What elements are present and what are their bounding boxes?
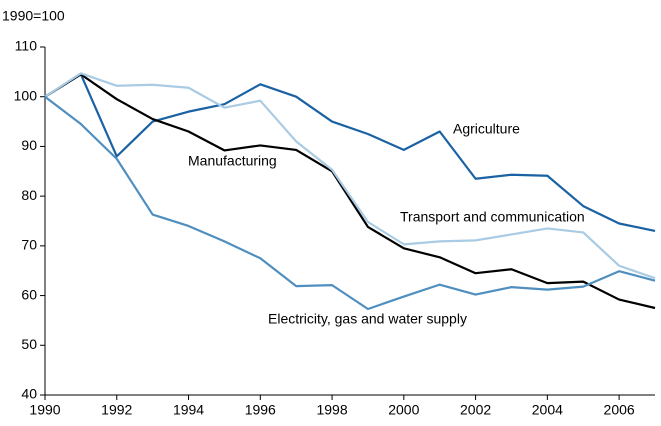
x-tick-label: 1994 — [173, 402, 204, 418]
series-label: Electricity, gas and water supply — [268, 311, 467, 327]
series-line — [44, 73, 656, 310]
x-tick-label: 2000 — [388, 402, 419, 418]
y-tick-label: 60 — [21, 286, 37, 302]
series-line — [44, 72, 656, 280]
y-tick-label: 110 — [15, 38, 38, 54]
series-label: Manufacturing — [188, 153, 277, 169]
x-tick-label: 1990 — [29, 402, 60, 418]
y-tick-label: 40 — [21, 386, 37, 402]
series-line — [44, 95, 656, 311]
y-tick-label: 80 — [21, 187, 37, 203]
series-label: Agriculture — [453, 121, 520, 137]
y-tick-label: 70 — [21, 237, 37, 253]
series-line — [44, 73, 656, 233]
y-axis-label: 1990=100 — [2, 8, 65, 24]
x-tick-label: 1996 — [245, 402, 276, 418]
x-tick-label: 1992 — [101, 402, 132, 418]
x-tick-label: 2004 — [532, 402, 563, 418]
x-tick-label: 1998 — [316, 402, 347, 418]
x-tick-label: 2006 — [604, 402, 635, 418]
y-tick-label: 90 — [21, 137, 37, 153]
y-tick-label: 100 — [14, 87, 38, 103]
series-label: Transport and communication — [400, 209, 585, 225]
x-tick-label: 2002 — [460, 402, 491, 418]
y-tick-label: 50 — [21, 336, 37, 352]
